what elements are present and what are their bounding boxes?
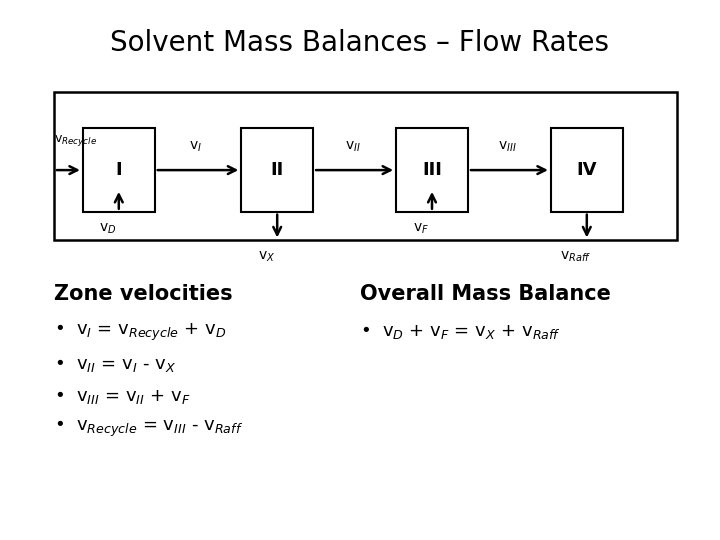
Text: III: III — [422, 161, 442, 179]
Text: v$_{Raff}$: v$_{Raff}$ — [560, 249, 592, 264]
Text: •  v$_{D}$ + v$_{F}$ = v$_{X}$ + v$_{Raff}$: • v$_{D}$ + v$_{F}$ = v$_{X}$ + v$_{Raff… — [360, 323, 561, 341]
Text: v$_{II}$: v$_{II}$ — [345, 139, 361, 154]
Text: Zone velocities: Zone velocities — [54, 284, 233, 305]
Text: v$_{X}$: v$_{X}$ — [258, 249, 275, 264]
Text: II: II — [271, 161, 284, 179]
Text: •  v$_{III}$ = v$_{II}$ + v$_{F}$: • v$_{III}$ = v$_{II}$ + v$_{F}$ — [54, 388, 191, 406]
Text: I: I — [115, 161, 122, 179]
Text: v$_{D}$: v$_{D}$ — [99, 221, 117, 236]
Text: •  v$_{Recycle}$ = v$_{III}$ - v$_{Raff}$: • v$_{Recycle}$ = v$_{III}$ - v$_{Raff}$ — [54, 419, 243, 440]
Text: Overall Mass Balance: Overall Mass Balance — [360, 284, 611, 305]
Bar — [54, 92, 677, 240]
Text: •  v$_{I}$ = v$_{Recycle}$ + v$_{D}$: • v$_{I}$ = v$_{Recycle}$ + v$_{D}$ — [54, 321, 227, 343]
Text: IV: IV — [577, 161, 597, 179]
Text: Solvent Mass Balances – Flow Rates: Solvent Mass Balances – Flow Rates — [110, 29, 610, 57]
Text: v$_{Recycle}$: v$_{Recycle}$ — [54, 133, 97, 148]
Bar — [396, 128, 468, 212]
Text: v$_{I}$: v$_{I}$ — [189, 139, 202, 154]
Bar — [83, 128, 155, 212]
Text: v$_{III}$: v$_{III}$ — [498, 139, 517, 154]
Bar — [241, 128, 313, 212]
Bar — [551, 128, 623, 212]
Text: v$_{F}$: v$_{F}$ — [413, 221, 429, 236]
Text: •  v$_{II}$ = v$_{I}$ - v$_{X}$: • v$_{II}$ = v$_{I}$ - v$_{X}$ — [54, 355, 176, 374]
